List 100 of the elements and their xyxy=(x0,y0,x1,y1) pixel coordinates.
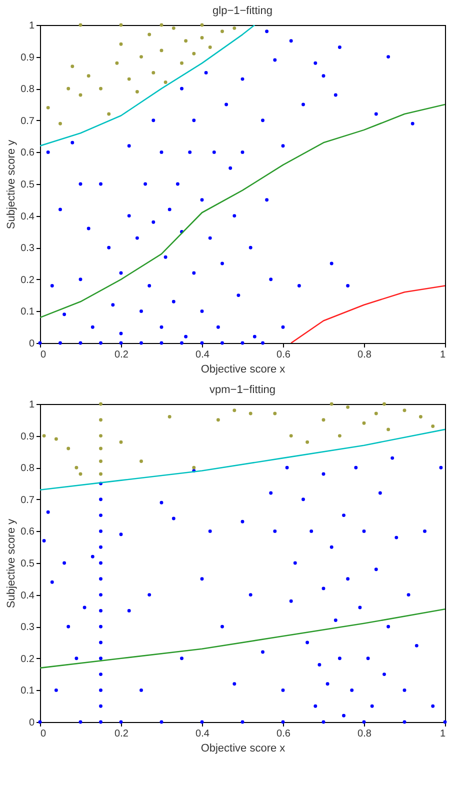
point xyxy=(184,39,188,43)
chart-title: glp−1−fitting xyxy=(212,5,272,17)
point xyxy=(306,440,310,444)
x-tick-label: 0.8 xyxy=(358,728,372,740)
point xyxy=(99,418,102,422)
point xyxy=(338,434,342,438)
point xyxy=(232,26,236,30)
point xyxy=(208,46,212,49)
y-tick-label: 0 xyxy=(28,718,35,728)
point xyxy=(180,61,184,65)
y-tick-label: 0.9 xyxy=(20,52,35,64)
y-tick-label: 0.6 xyxy=(20,526,35,538)
x-tick-label: 1 xyxy=(440,350,446,360)
point xyxy=(172,26,176,30)
y-tick-label: 0.5 xyxy=(20,180,35,190)
point xyxy=(168,414,172,418)
y-tick-label: 0.1 xyxy=(20,306,35,318)
point xyxy=(78,93,82,97)
line-series xyxy=(40,104,445,318)
point xyxy=(119,440,123,444)
point xyxy=(78,472,82,476)
point xyxy=(346,405,350,409)
point xyxy=(42,434,46,438)
point xyxy=(115,61,119,65)
point xyxy=(58,122,62,126)
y-tick-label: 0 xyxy=(28,338,35,350)
point xyxy=(192,52,196,56)
line-series xyxy=(40,428,445,491)
point xyxy=(66,446,70,450)
point xyxy=(418,414,422,418)
x-tick-label: 0.2 xyxy=(114,350,129,360)
point xyxy=(160,23,164,27)
x-tick-label: 1 xyxy=(440,728,446,740)
point xyxy=(148,32,152,36)
point xyxy=(74,466,78,470)
y-tick-label: 1 xyxy=(28,400,35,410)
point xyxy=(119,23,123,27)
y-tick-label: 0.1 xyxy=(20,686,35,697)
y-tick-label: 0.8 xyxy=(20,463,35,474)
line-series xyxy=(40,25,256,146)
point xyxy=(99,446,102,450)
y-tick-label: 0.4 xyxy=(20,211,35,222)
point xyxy=(431,424,435,428)
chart-title: vpm−1−fitting xyxy=(209,384,276,396)
y-tick-label: 0.2 xyxy=(20,274,35,286)
point xyxy=(99,86,102,90)
point xyxy=(99,402,102,406)
point xyxy=(54,437,58,441)
point xyxy=(322,418,326,422)
y-tick-label: 1 xyxy=(28,20,35,32)
x-tick-label: 0.2 xyxy=(114,728,129,740)
line-series xyxy=(40,608,445,669)
x-tick-label: 0.8 xyxy=(358,350,372,360)
point xyxy=(135,90,139,94)
y-tick-label: 0.6 xyxy=(20,148,35,159)
y-tick-label: 0.5 xyxy=(20,558,35,570)
point xyxy=(99,434,102,438)
y-tick-label: 0.2 xyxy=(20,654,35,665)
point xyxy=(70,64,74,68)
point xyxy=(220,30,224,34)
point xyxy=(362,421,366,425)
point xyxy=(46,106,50,110)
point xyxy=(200,23,204,27)
line-series xyxy=(290,285,445,343)
point xyxy=(160,48,164,52)
point xyxy=(99,472,102,476)
x-tick-label: 0 xyxy=(40,350,46,360)
y-tick-label: 0.7 xyxy=(20,116,35,127)
y-tick-label: 0.3 xyxy=(20,622,35,634)
point xyxy=(216,418,220,422)
y-axis-title: Subjective score y xyxy=(6,518,18,608)
point xyxy=(382,402,386,406)
point xyxy=(140,55,143,59)
point xyxy=(248,412,252,416)
point xyxy=(374,412,378,416)
point xyxy=(99,460,102,463)
point xyxy=(164,80,168,84)
point xyxy=(78,23,82,27)
point xyxy=(232,408,236,412)
y-tick-label: 0.7 xyxy=(20,494,35,506)
point xyxy=(192,466,196,470)
x-tick-label: 0 xyxy=(40,728,46,740)
point xyxy=(127,77,131,81)
x-axis-title: Objective score x xyxy=(200,742,286,754)
y-axis-title: Subjective score y xyxy=(6,139,18,230)
point xyxy=(273,412,277,416)
y-tick-label: 0.4 xyxy=(20,590,35,602)
point xyxy=(386,428,390,432)
y-tick-label: 0.8 xyxy=(20,84,35,96)
y-tick-label: 0.9 xyxy=(20,431,35,442)
point xyxy=(107,112,111,116)
x-tick-label: 0.4 xyxy=(196,350,210,360)
point xyxy=(86,74,90,78)
point xyxy=(152,70,156,74)
x-tick-label: 0.6 xyxy=(276,728,291,740)
point xyxy=(289,434,293,438)
point xyxy=(330,402,334,406)
x-axis-title: Objective score x xyxy=(200,364,286,376)
point xyxy=(402,408,406,412)
point xyxy=(140,460,143,463)
